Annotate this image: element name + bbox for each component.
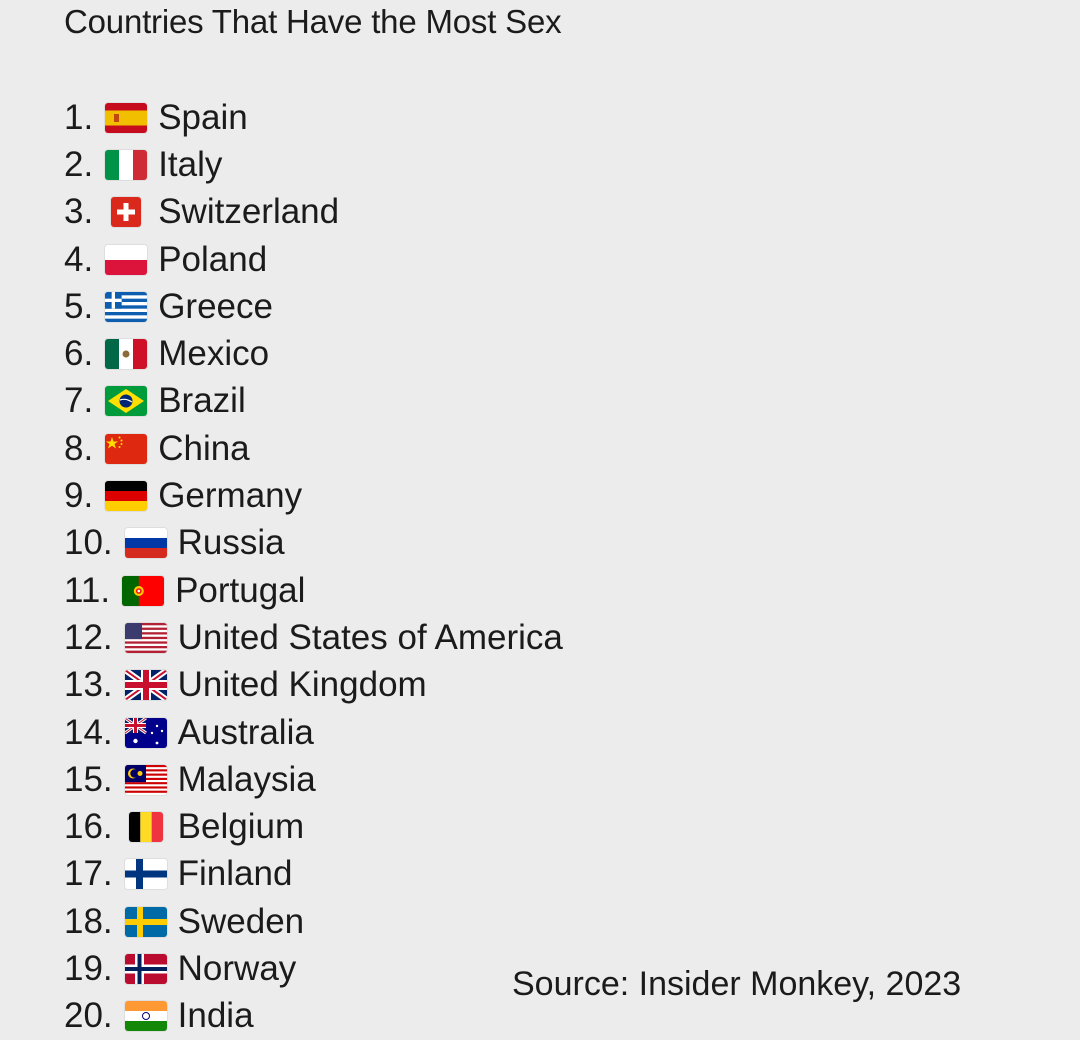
italy-flag-icon [105,149,148,180]
rank-number: 19. [64,948,113,988]
uk-flag-icon [124,670,167,701]
list-item: 7. Brazil [64,378,563,425]
country-name: Switzerland [158,192,340,232]
country-name: Sweden [177,901,305,941]
list-item: 19. Norway [64,945,563,992]
country-name: India [177,996,254,1036]
list-item: 8. China [64,425,563,472]
country-name: Mexico [158,334,270,374]
country-name: Poland [158,239,268,279]
russia-flag-icon [124,528,167,559]
list-item: 6. Mexico [64,330,563,377]
list-item: 18. Sweden [64,898,563,945]
country-name: Greece [158,286,273,326]
list-item: 17. Finland [64,851,563,898]
country-name: Norway [177,948,297,988]
india-flag-icon [124,1001,167,1032]
list-item: 9. Germany [64,472,563,519]
rank-number: 2. [64,144,94,184]
greece-flag-icon [105,291,148,322]
country-name: United States of America [177,617,563,657]
rank-number: 16. [64,807,113,847]
rank-number: 10. [64,523,113,563]
malaysia-flag-icon [124,764,167,795]
country-name: Malaysia [177,759,316,799]
rank-number: 5. [64,286,94,326]
list-item: 14. Australia [64,709,563,756]
rank-number: 13. [64,665,113,705]
list-item: 20. India [64,993,563,1040]
list-item: 1. Spain [64,94,563,141]
list-item: 2. Italy [64,141,563,188]
belgium-flag-icon [128,812,163,843]
list-item: 12. United States of America [64,614,563,661]
country-name: United Kingdom [177,665,427,705]
rank-number: 14. [64,712,113,752]
sweden-flag-icon [124,906,167,937]
country-name: Germany [158,476,303,516]
rank-number: 15. [64,759,113,799]
rank-number: 1. [64,97,94,137]
country-name: Portugal [175,570,306,610]
list-item: 11. Portugal [64,567,563,614]
mexico-flag-icon [105,339,148,370]
country-name: Finland [177,854,293,894]
country-name: Australia [177,712,314,752]
rank-number: 11. [64,570,111,610]
country-name: Italy [158,144,223,184]
country-name: Belgium [177,807,305,847]
rank-number: 7. [64,381,94,421]
list-item: 15. Malaysia [64,756,563,803]
norway-flag-icon [124,953,167,984]
usa-flag-icon [124,622,167,653]
rank-number: 20. [64,996,113,1036]
rank-number: 18. [64,901,113,941]
finland-flag-icon [124,859,167,890]
rank-number: 12. [64,617,113,657]
list-item: 3. Switzerland [64,189,563,236]
list-item: 4. Poland [64,236,563,283]
rank-number: 17. [64,854,113,894]
rank-number: 4. [64,239,94,279]
page-title: Countries That Have the Most Sex [64,3,562,40]
rank-number: 8. [64,428,94,468]
rank-number: 9. [64,476,94,516]
poland-flag-icon [105,244,148,275]
spain-flag-icon [105,102,148,133]
rank-number: 3. [64,192,94,232]
country-ranking-list: 1. Spain 2. Italy 3. Switzerland 4. Pola… [64,94,563,1040]
country-name: Russia [177,523,285,563]
list-item: 13. United Kingdom [64,662,563,709]
germany-flag-icon [105,481,148,512]
country-name: Spain [158,97,248,137]
source-citation: Source: Insider Monkey, 2023 [512,965,962,1003]
australia-flag-icon [124,717,167,748]
brazil-flag-icon [105,386,148,417]
switzerland-flag-icon [111,197,142,228]
china-flag-icon [105,433,148,464]
list-item: 16. Belgium [64,803,563,850]
portugal-flag-icon [122,575,165,606]
country-name: Brazil [158,381,246,421]
list-item: 10. Russia [64,520,563,567]
country-name: China [158,428,250,468]
list-item: 5. Greece [64,283,563,330]
rank-number: 6. [64,334,94,374]
